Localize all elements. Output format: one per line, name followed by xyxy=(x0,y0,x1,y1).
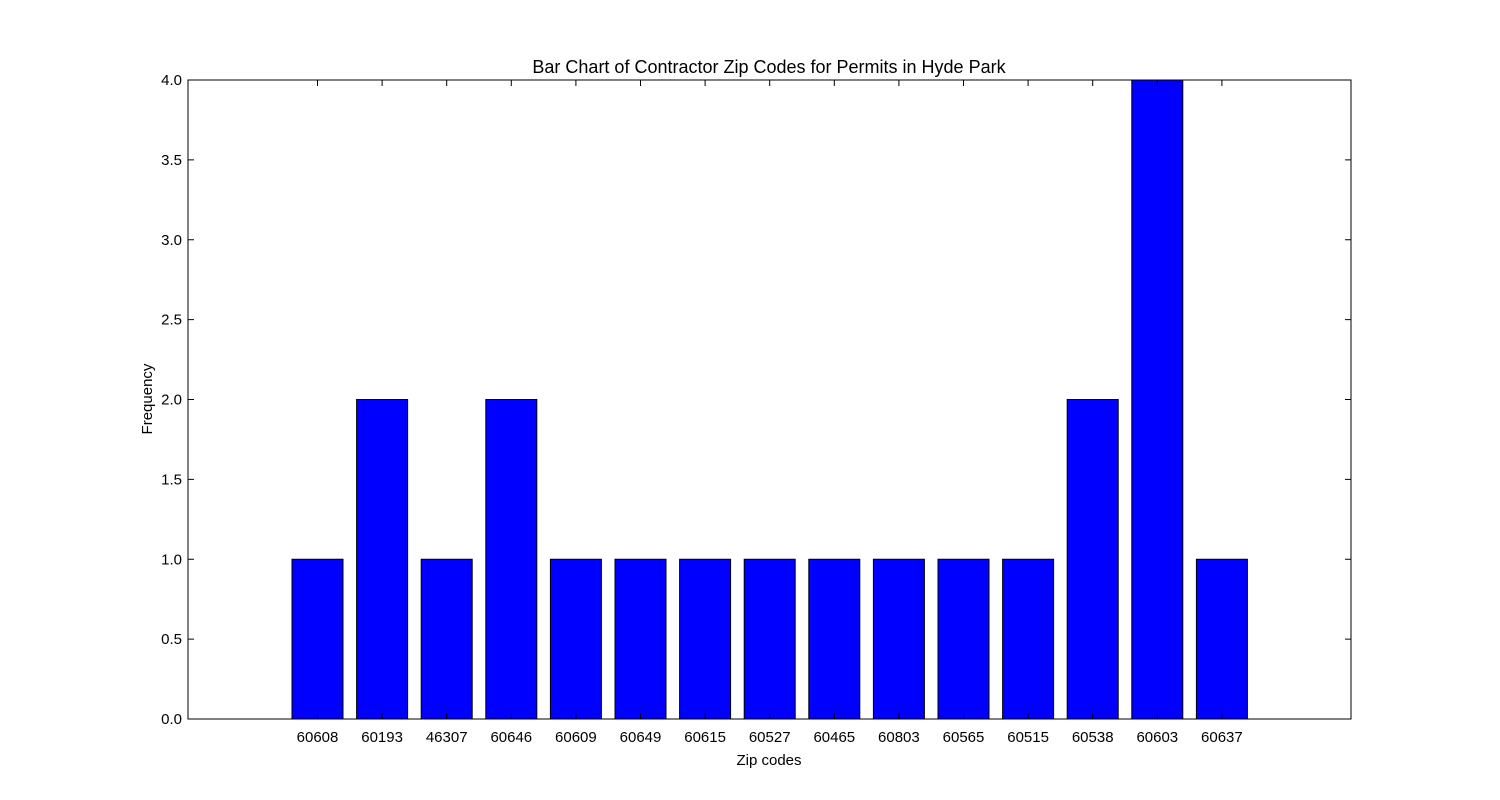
x-tick-label: 60603 xyxy=(1136,729,1178,746)
y-axis-ticks: 0.0 0.5 1.0 1.5 2.0 2.5 3.0 3.5 4.0 xyxy=(161,72,1351,728)
x-tick-label: 46307 xyxy=(426,729,468,746)
bars-group xyxy=(291,79,1248,720)
x-tick-label: 60538 xyxy=(1072,729,1114,746)
x-axis-ticks: 60608 60193 46307 60646 60609 60649 60615 60527… xyxy=(297,80,1243,746)
x-tick-label: 60608 xyxy=(297,729,339,746)
bar-60637 xyxy=(1195,558,1248,720)
bar-60803 xyxy=(872,558,925,720)
y-tick-label: 3.0 xyxy=(161,232,182,249)
bar-60538 xyxy=(1066,399,1119,720)
bar-60515 xyxy=(1002,558,1055,720)
x-tick-label: 60609 xyxy=(555,729,597,746)
y-tick-label: 3.5 xyxy=(161,152,182,169)
bar-60608 xyxy=(291,558,344,720)
y-tick-label: 2.5 xyxy=(161,312,182,329)
bar-60603 xyxy=(1131,79,1184,720)
y-tick-label: 0.5 xyxy=(161,631,182,648)
x-tick-label: 60615 xyxy=(684,729,726,746)
chart-title: Bar Chart of Contractor Zip Codes for Pe… xyxy=(532,57,1006,77)
x-tick-label: 60803 xyxy=(878,729,920,746)
x-tick-label: 60637 xyxy=(1201,729,1243,746)
x-tick-label: 60646 xyxy=(490,729,532,746)
bar-60465 xyxy=(808,558,861,720)
x-tick-label: 60565 xyxy=(943,729,985,746)
bar-60609 xyxy=(549,558,602,720)
x-tick-label: 60465 xyxy=(813,729,855,746)
x-tick-label: 60649 xyxy=(620,729,662,746)
x-tick-label: 60515 xyxy=(1007,729,1049,746)
bar-60193 xyxy=(356,399,409,720)
bar-46307 xyxy=(420,558,473,720)
y-tick-label: 4.0 xyxy=(161,72,182,89)
bar-60649 xyxy=(614,558,667,720)
y-tick-label: 1.5 xyxy=(161,471,182,488)
bar-60565 xyxy=(937,558,990,720)
bar-60646 xyxy=(485,399,538,720)
bar-60615 xyxy=(679,558,732,720)
y-tick-label: 0.0 xyxy=(161,711,182,728)
x-axis-label: Zip codes xyxy=(736,752,801,769)
y-tick-label: 1.0 xyxy=(161,551,182,568)
bar-60527 xyxy=(743,558,796,720)
y-axis-label: Frequency xyxy=(139,363,156,434)
x-tick-label: 60527 xyxy=(749,729,791,746)
y-tick-label: 2.0 xyxy=(161,392,182,409)
x-tick-label: 60193 xyxy=(361,729,403,746)
